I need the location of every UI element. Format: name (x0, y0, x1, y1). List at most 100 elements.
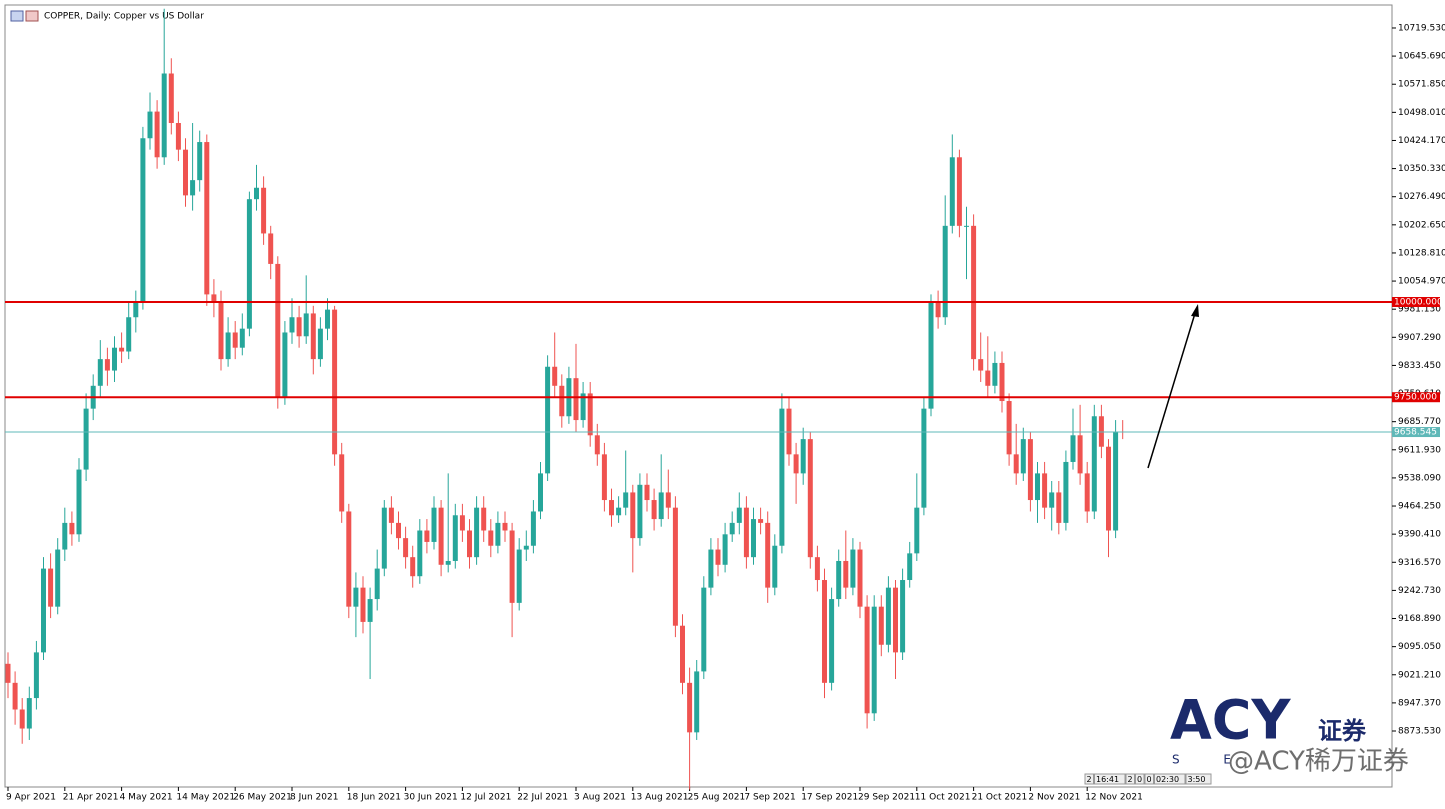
candle-body (1091, 416, 1097, 512)
x-tick-label: 14 May 2021 (176, 793, 235, 803)
candle-body (964, 225, 969, 227)
x-tick-label: 7 Sep 2021 (744, 793, 795, 803)
y-tick-label: 9685.770 (1398, 417, 1441, 427)
y-tick-label: 9611.930 (1398, 445, 1441, 455)
candle-body (502, 522, 508, 531)
status-text: 0 (1137, 775, 1142, 784)
candle-body (623, 492, 629, 508)
y-tick-label: 9242.730 (1398, 586, 1441, 596)
candle-body (722, 534, 728, 565)
y-tick-label: 10128.810 (1398, 248, 1445, 258)
candle-body (183, 149, 188, 196)
candle-body (55, 549, 61, 607)
candle-body (559, 385, 565, 417)
candle-body (793, 454, 799, 474)
candle-body (751, 519, 756, 558)
candle-body (62, 522, 68, 550)
y-tick-label: 9464.250 (1398, 502, 1441, 512)
arrow (1147, 309, 1197, 469)
chart-icon (10, 10, 24, 22)
status-text: 2 (1128, 775, 1133, 784)
status-text: 16:41 (1096, 775, 1119, 784)
candle-body (467, 530, 472, 558)
candle-body (935, 302, 941, 318)
x-tick-label: 13 Aug 2021 (631, 793, 689, 803)
status-cell (1185, 773, 1212, 785)
candle-body (1042, 473, 1048, 508)
candle-body (616, 507, 622, 516)
status-bar: 2 16:41 2 0 0 02:30 3:50 (1084, 773, 1212, 785)
candle-body (1013, 454, 1019, 474)
candle-body (1077, 435, 1083, 474)
candle-body (275, 263, 281, 398)
candle-body (601, 454, 607, 501)
y-tick-label: 9316.570 (1398, 558, 1441, 568)
candle-body (1063, 461, 1069, 523)
candle-body (367, 599, 373, 622)
candle-body (1020, 439, 1026, 474)
candle-body (119, 347, 125, 352)
candle-body (296, 317, 302, 337)
x-tick-label: 21 Apr 2021 (63, 793, 119, 803)
y-tick-label: 9021.210 (1398, 670, 1441, 680)
candle-body (374, 568, 380, 600)
candle-body (431, 507, 437, 542)
x-tick-label: 4 May 2021 (120, 793, 173, 803)
candle-body (992, 362, 998, 386)
price-tag (1392, 297, 1440, 308)
candle-body (126, 317, 132, 352)
candle-body (424, 530, 430, 542)
candle-body (637, 484, 643, 539)
candle-body (161, 73, 167, 158)
y-tick-label: 9095.050 (1398, 642, 1441, 652)
candle-body (545, 366, 551, 474)
logo-letters: S E (1172, 753, 1251, 767)
price-tag-label: 9658.545 (1394, 428, 1437, 438)
candle-body (956, 157, 962, 226)
candle-body (381, 507, 387, 569)
candle-body (289, 317, 295, 333)
candle-body (204, 142, 210, 295)
candle-body (140, 138, 146, 303)
candle-body (97, 359, 103, 386)
candle-body (900, 580, 906, 653)
candle-body (921, 408, 927, 508)
candle-body (822, 580, 827, 683)
candle-body (1006, 401, 1012, 455)
candle-body (594, 435, 600, 455)
candle-body (104, 359, 110, 371)
candle-body (261, 187, 267, 234)
candle-body (239, 328, 245, 348)
x-tick-label: 12 Jul 2021 (460, 793, 511, 803)
candle-body (708, 549, 714, 588)
candle-body (211, 294, 217, 303)
status-text: 0 (1147, 775, 1152, 784)
candle-body (12, 682, 18, 710)
candle-body (843, 560, 849, 588)
candle-body (197, 142, 203, 181)
candle-body (403, 538, 409, 558)
candle-body (332, 309, 338, 455)
status-cell (1125, 773, 1135, 785)
candle-body (459, 515, 465, 531)
candle-body (268, 233, 274, 264)
candle-body (978, 359, 984, 371)
handle: @ACY稀万证券 (1228, 747, 1409, 777)
y-tick-label: 10645.690 (1398, 52, 1445, 62)
candle-body (232, 332, 238, 348)
candle-body (871, 606, 877, 714)
candle-body (949, 157, 955, 226)
candle-body (1070, 435, 1076, 462)
candle-body (396, 522, 401, 539)
candle-body (807, 439, 813, 558)
chart-icon (25, 10, 39, 22)
candle-body (175, 123, 181, 150)
candle-body (1056, 492, 1062, 523)
y-tick-label: 9833.450 (1398, 361, 1441, 371)
candle-body (552, 366, 558, 386)
candle-body (701, 587, 707, 672)
candle-body (417, 530, 423, 577)
price-tag-label: 10000.000 (1394, 298, 1443, 308)
candle-body (509, 530, 515, 603)
